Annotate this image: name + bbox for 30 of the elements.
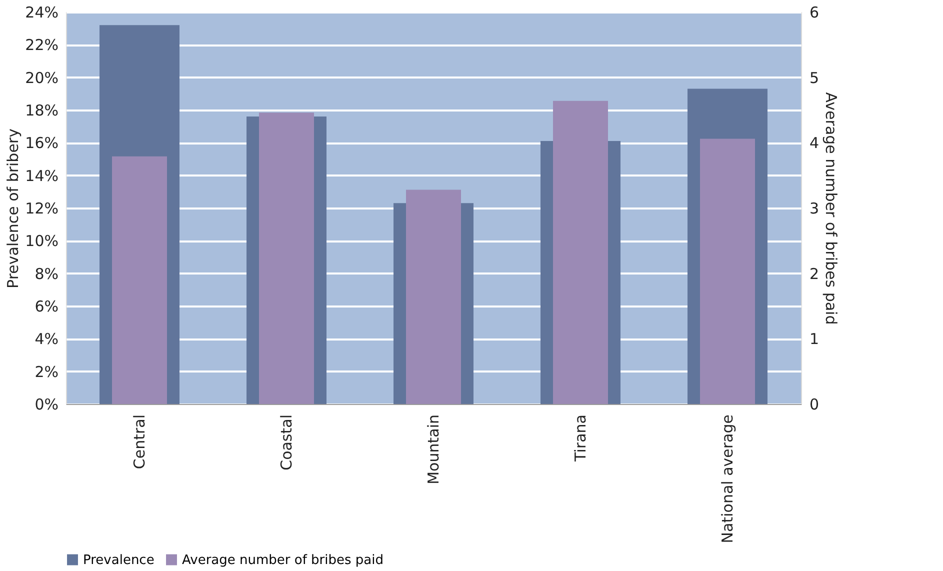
x-tick-label: Coastal xyxy=(278,414,296,470)
y-tick-label: 14% xyxy=(25,166,58,185)
y2-tick-label: 2 xyxy=(810,264,820,283)
x-tick-label: Mountain xyxy=(424,414,442,484)
y-axis-title: Prevalence of bribery xyxy=(4,128,22,288)
y-tick-label: 2% xyxy=(34,362,58,381)
y-tick-label: 16% xyxy=(25,134,58,152)
y-tick-label: 12% xyxy=(25,200,58,218)
y-tick-label: 24% xyxy=(25,4,58,22)
y2-tick-label: 5 xyxy=(810,68,820,87)
y2-tick-label: 6 xyxy=(810,4,820,22)
y-tick-label: 8% xyxy=(34,264,58,283)
y-tick-label: 18% xyxy=(25,102,58,120)
y2-axis-title: Average number of bribes paid xyxy=(822,92,840,325)
legend-label: Prevalence xyxy=(83,552,154,568)
y-tick-label: 4% xyxy=(34,330,58,348)
y-tick-label: 6% xyxy=(34,298,58,316)
legend-label: Average number of bribes paid xyxy=(182,552,384,568)
x-tick-label: Tirana xyxy=(572,414,590,462)
bar xyxy=(112,156,167,404)
y2-tick-label: 0 xyxy=(810,396,820,414)
y2-tick-label: 1 xyxy=(810,330,820,348)
y-tick-label: 0% xyxy=(34,396,58,414)
y-tick-label: 20% xyxy=(25,68,58,87)
y2-tick-label: 4 xyxy=(810,134,820,152)
y-tick-label: 10% xyxy=(25,232,58,250)
x-tick-label: Central xyxy=(130,414,148,470)
y2-tick-label: 3 xyxy=(810,200,820,218)
x-tick-label: National average xyxy=(718,414,736,544)
y-tick-label: 22% xyxy=(25,36,58,54)
